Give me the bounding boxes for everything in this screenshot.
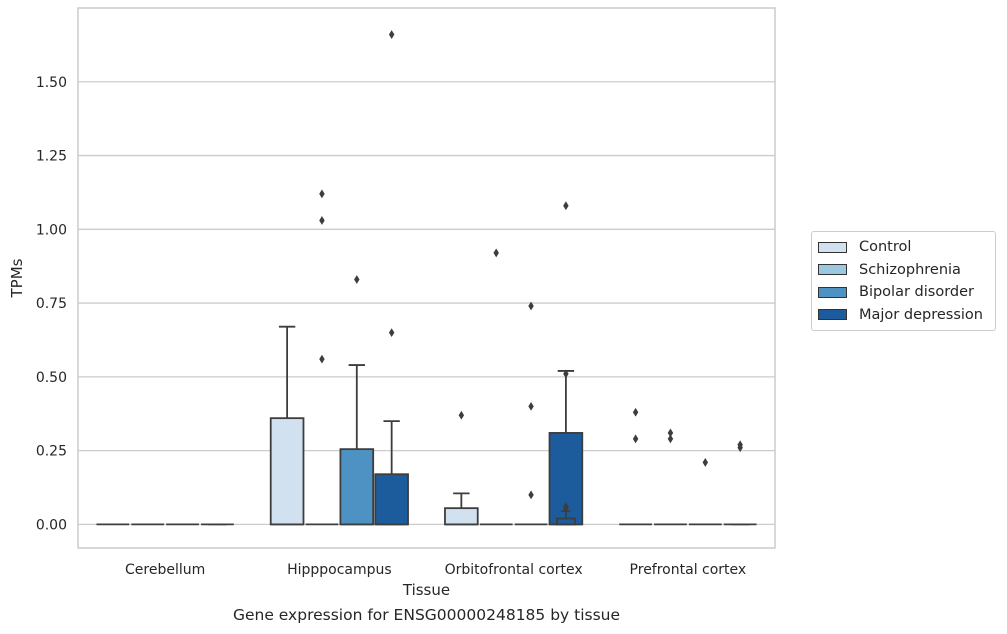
legend-item-bipolar-disorder: Bipolar disorder xyxy=(812,281,995,304)
outlier-point xyxy=(319,354,325,364)
legend-label: Control xyxy=(859,239,912,256)
outlier-point xyxy=(528,401,534,411)
outlier-point xyxy=(528,301,534,311)
plot-area-frame xyxy=(77,7,776,549)
y-tick-label: 0.50 xyxy=(36,370,67,386)
box-schizophrenia-3 xyxy=(654,428,687,526)
y-tick-label: 1.25 xyxy=(36,149,67,165)
box-iqr xyxy=(269,417,305,526)
legend-swatch xyxy=(818,241,847,253)
outlier-point xyxy=(354,275,360,284)
legend: Control Schizophrenia Bipolar disorder M… xyxy=(811,231,996,331)
box-bipolar-disorder-1 xyxy=(339,275,375,526)
legend-swatch xyxy=(818,264,847,276)
outlier-point xyxy=(563,369,569,379)
outlier-point xyxy=(319,189,325,199)
outlier-point xyxy=(667,428,674,438)
outlier-point xyxy=(388,328,395,337)
box-control-2 xyxy=(444,410,479,526)
outlier-point xyxy=(563,201,569,211)
outlier-point xyxy=(528,490,534,500)
outlier-point xyxy=(458,410,465,420)
legend-item-major-depression: Major depression xyxy=(812,304,995,327)
legend-item-schizophrenia: Schizophrenia xyxy=(812,259,995,282)
y-tick-label: 0.00 xyxy=(36,517,67,533)
box-control-1 xyxy=(269,325,305,526)
legend-item-control: Control xyxy=(812,236,995,259)
legend-swatch xyxy=(818,309,847,321)
y-tick-label: 0.25 xyxy=(36,444,67,460)
y-axis-label: TPMs xyxy=(8,258,26,298)
legend-label: Major depression xyxy=(859,306,983,323)
outlier-point xyxy=(667,434,674,444)
x-axis-label: Tissue xyxy=(402,581,450,599)
outlier-point xyxy=(563,503,569,513)
outlier-point xyxy=(493,248,499,258)
box-groups xyxy=(96,30,757,526)
box-major-depression-3 xyxy=(723,440,757,526)
box-schizophrenia-2 xyxy=(479,248,513,526)
x-tick-label: Cerebellum xyxy=(125,562,205,578)
outlier-point xyxy=(388,30,395,39)
box-bipolar-disorder-3 xyxy=(688,458,722,526)
y-tick-labels: 0.00 0.25 0.50 0.75 1.00 1.25 1.50 xyxy=(36,75,67,534)
outlier-point xyxy=(319,216,325,225)
legend-swatch xyxy=(818,286,847,298)
outlier-point xyxy=(632,407,639,417)
x-tick-labels: Cerebellum Hipppocampus Orbitofrontal cort… xyxy=(125,562,746,578)
legend-label: Schizophrenia xyxy=(859,261,961,278)
box-iqr xyxy=(444,507,479,526)
box-major-depression-2 xyxy=(548,201,584,526)
box-iqr xyxy=(374,473,409,526)
box-iqr xyxy=(339,448,375,526)
outlier-point xyxy=(632,434,639,444)
x-tick-label: Hipppocampus xyxy=(287,562,392,578)
y-tick-label: 1.00 xyxy=(36,222,67,238)
chart-caption: Gene expression for ENSG00000248185 by t… xyxy=(232,606,621,624)
outlier-point xyxy=(737,443,743,453)
box-control-3 xyxy=(619,407,652,526)
outlier-point xyxy=(702,458,709,467)
legend-label: Bipolar disorder xyxy=(859,284,974,301)
x-tick-label: Orbitofrontal cortex xyxy=(445,562,583,578)
box-bipolar-disorder-2 xyxy=(514,301,548,526)
x-tick-label: Prefrontal cortex xyxy=(630,562,747,578)
gridlines xyxy=(78,81,775,526)
box-extra-2 xyxy=(555,369,576,526)
y-tick-label: 0.75 xyxy=(36,296,67,312)
box-schizophrenia-1 xyxy=(305,189,339,526)
y-tick-label: 1.50 xyxy=(36,75,67,91)
